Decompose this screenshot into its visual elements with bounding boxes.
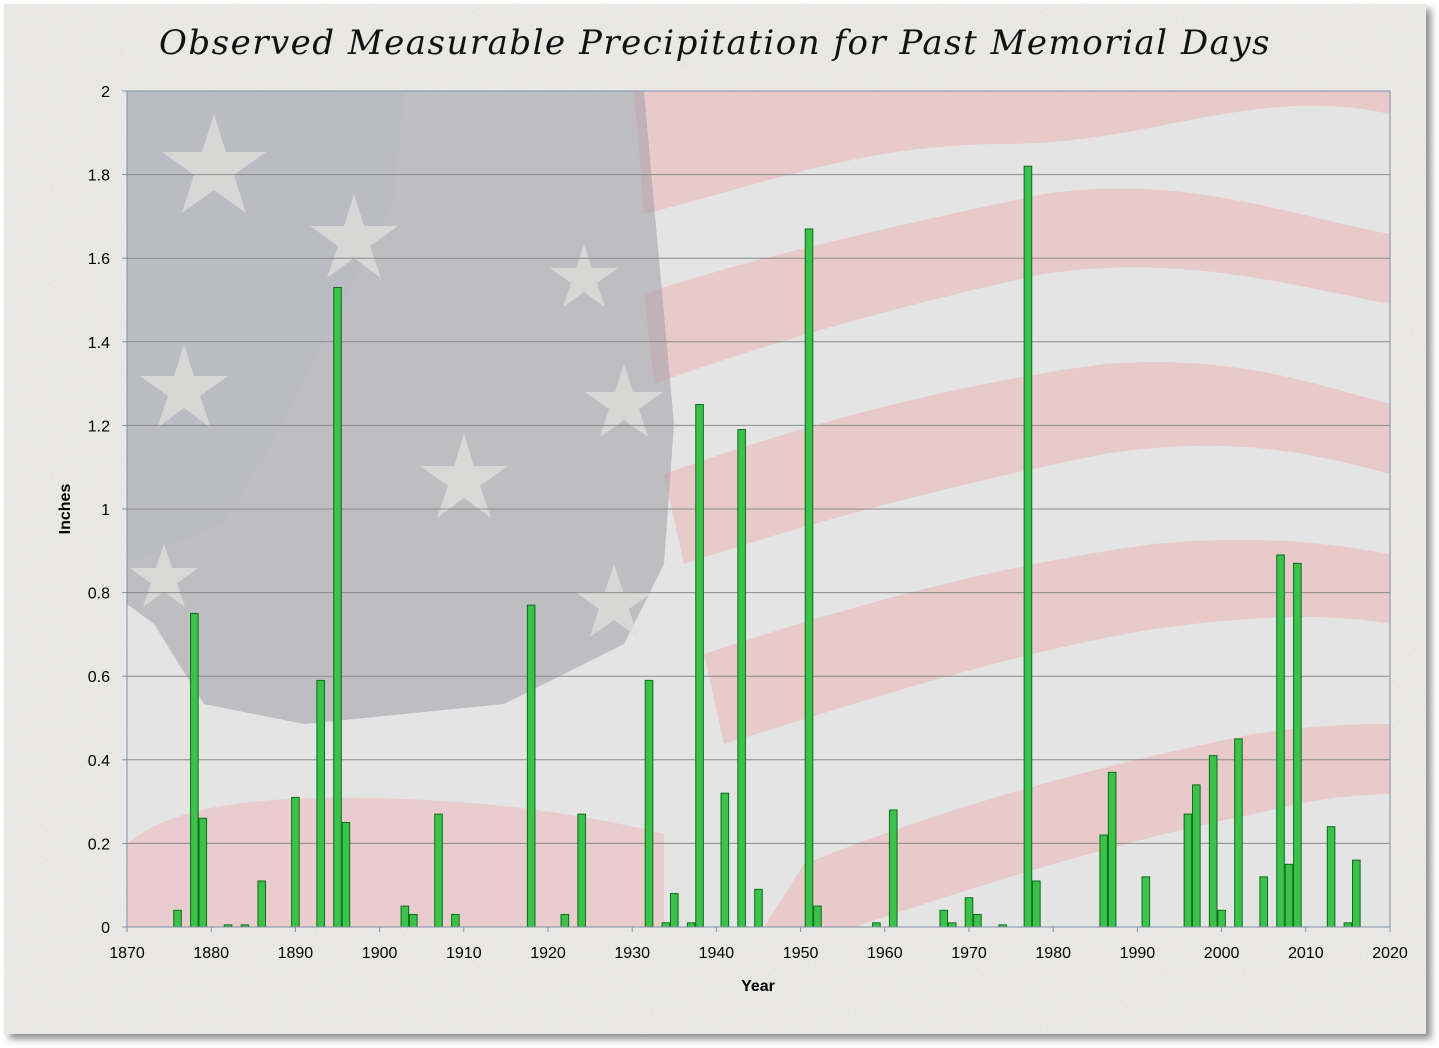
y-tick-label: 2 — [101, 84, 110, 101]
bar — [1276, 554, 1285, 928]
bar — [695, 404, 704, 928]
y-tick-label: 1.2 — [88, 418, 110, 435]
x-tick-label: 1890 — [278, 945, 314, 962]
bar — [720, 792, 730, 928]
y-tick-label: 1.6 — [88, 251, 110, 268]
x-tick-label: 1940 — [699, 945, 735, 962]
bar — [316, 679, 325, 928]
bar — [888, 809, 898, 928]
bar — [1217, 909, 1226, 928]
bar — [577, 813, 586, 928]
bar — [1107, 771, 1117, 928]
bar — [1234, 738, 1243, 928]
chart-title: Observed Measurable Precipitation for Pa… — [159, 23, 1271, 63]
bar — [408, 913, 418, 928]
bars — [173, 165, 1361, 928]
y-tick-label: 1 — [101, 502, 110, 519]
bar — [939, 909, 949, 928]
bar — [198, 817, 208, 928]
x-tick-label: 1990 — [1120, 945, 1156, 962]
x-tick-label: 1920 — [530, 945, 566, 962]
bar — [644, 679, 654, 928]
bar — [451, 913, 460, 928]
x-tick-label: 1910 — [446, 945, 482, 962]
bar — [434, 813, 443, 928]
bar — [257, 880, 267, 928]
bar — [813, 905, 822, 928]
y-tick-label: 1.8 — [88, 168, 110, 185]
bar — [1326, 826, 1336, 928]
bar — [1352, 859, 1361, 928]
x-tick-label: 1870 — [109, 945, 145, 962]
y-tick-label: 0 — [101, 920, 110, 937]
bar — [1343, 922, 1353, 928]
x-tick-label: 1980 — [1035, 945, 1071, 962]
bar — [1208, 755, 1218, 928]
bar — [947, 922, 957, 928]
y-axis-label: Inches — [57, 484, 74, 535]
bar — [1284, 863, 1294, 928]
y-tick-label: 0.2 — [88, 836, 110, 853]
x-axis-label: Year — [741, 978, 775, 995]
bar — [1023, 165, 1033, 928]
x-tick-label: 1900 — [362, 945, 398, 962]
bar — [1032, 880, 1041, 928]
x-tick-label: 1970 — [951, 945, 987, 962]
x-tick-label: 1930 — [614, 945, 650, 962]
bar — [661, 922, 671, 928]
bar — [1099, 834, 1109, 928]
bar — [526, 604, 536, 928]
x-tick-label: 1950 — [783, 945, 819, 962]
bar — [341, 822, 351, 928]
y-tick-label: 0.8 — [88, 586, 110, 603]
bar — [1183, 813, 1193, 928]
x-tick-label: 1880 — [193, 945, 229, 962]
bar — [190, 613, 199, 928]
y-tick-label: 1.4 — [88, 335, 110, 352]
x-tick-label: 2010 — [1288, 945, 1324, 962]
x-tick-label: 2000 — [1204, 945, 1240, 962]
x-tick-label: 1960 — [867, 945, 903, 962]
bar — [1259, 876, 1268, 928]
bar — [973, 913, 982, 928]
y-axis-ticks: 0 0.2 0.4 0.6 0.8 1 1.2 1.4 1.6 1.8 2 — [88, 84, 127, 937]
bar — [173, 909, 182, 928]
y-tick-label: 0.4 — [88, 753, 110, 770]
bar — [560, 913, 570, 928]
y-tick-label: 0.6 — [88, 669, 110, 686]
bar — [737, 429, 746, 928]
bar — [400, 905, 410, 928]
bar — [804, 228, 814, 928]
bar — [686, 922, 696, 928]
bar — [964, 897, 974, 928]
x-tick-label: 2020 — [1372, 945, 1408, 962]
bar — [670, 893, 679, 928]
bar — [754, 888, 763, 928]
precipitation-chart: 0 0.2 0.4 0.6 0.8 1 1.2 1.4 1.6 1.8 2 1870 1880 1890… — [4, 4, 1426, 1034]
bar — [1141, 876, 1151, 928]
bar — [1293, 562, 1302, 928]
chart-frame: 0 0.2 0.4 0.6 0.8 1 1.2 1.4 1.6 1.8 2 1870 1880 1890… — [4, 4, 1426, 1034]
x-axis-ticks: 1870 1880 1890 1900 1910 1920 1930 1940 1950 1960… — [109, 927, 1408, 962]
bar — [291, 796, 300, 928]
bar — [333, 286, 342, 928]
bar — [872, 922, 881, 928]
bar — [1192, 784, 1201, 928]
